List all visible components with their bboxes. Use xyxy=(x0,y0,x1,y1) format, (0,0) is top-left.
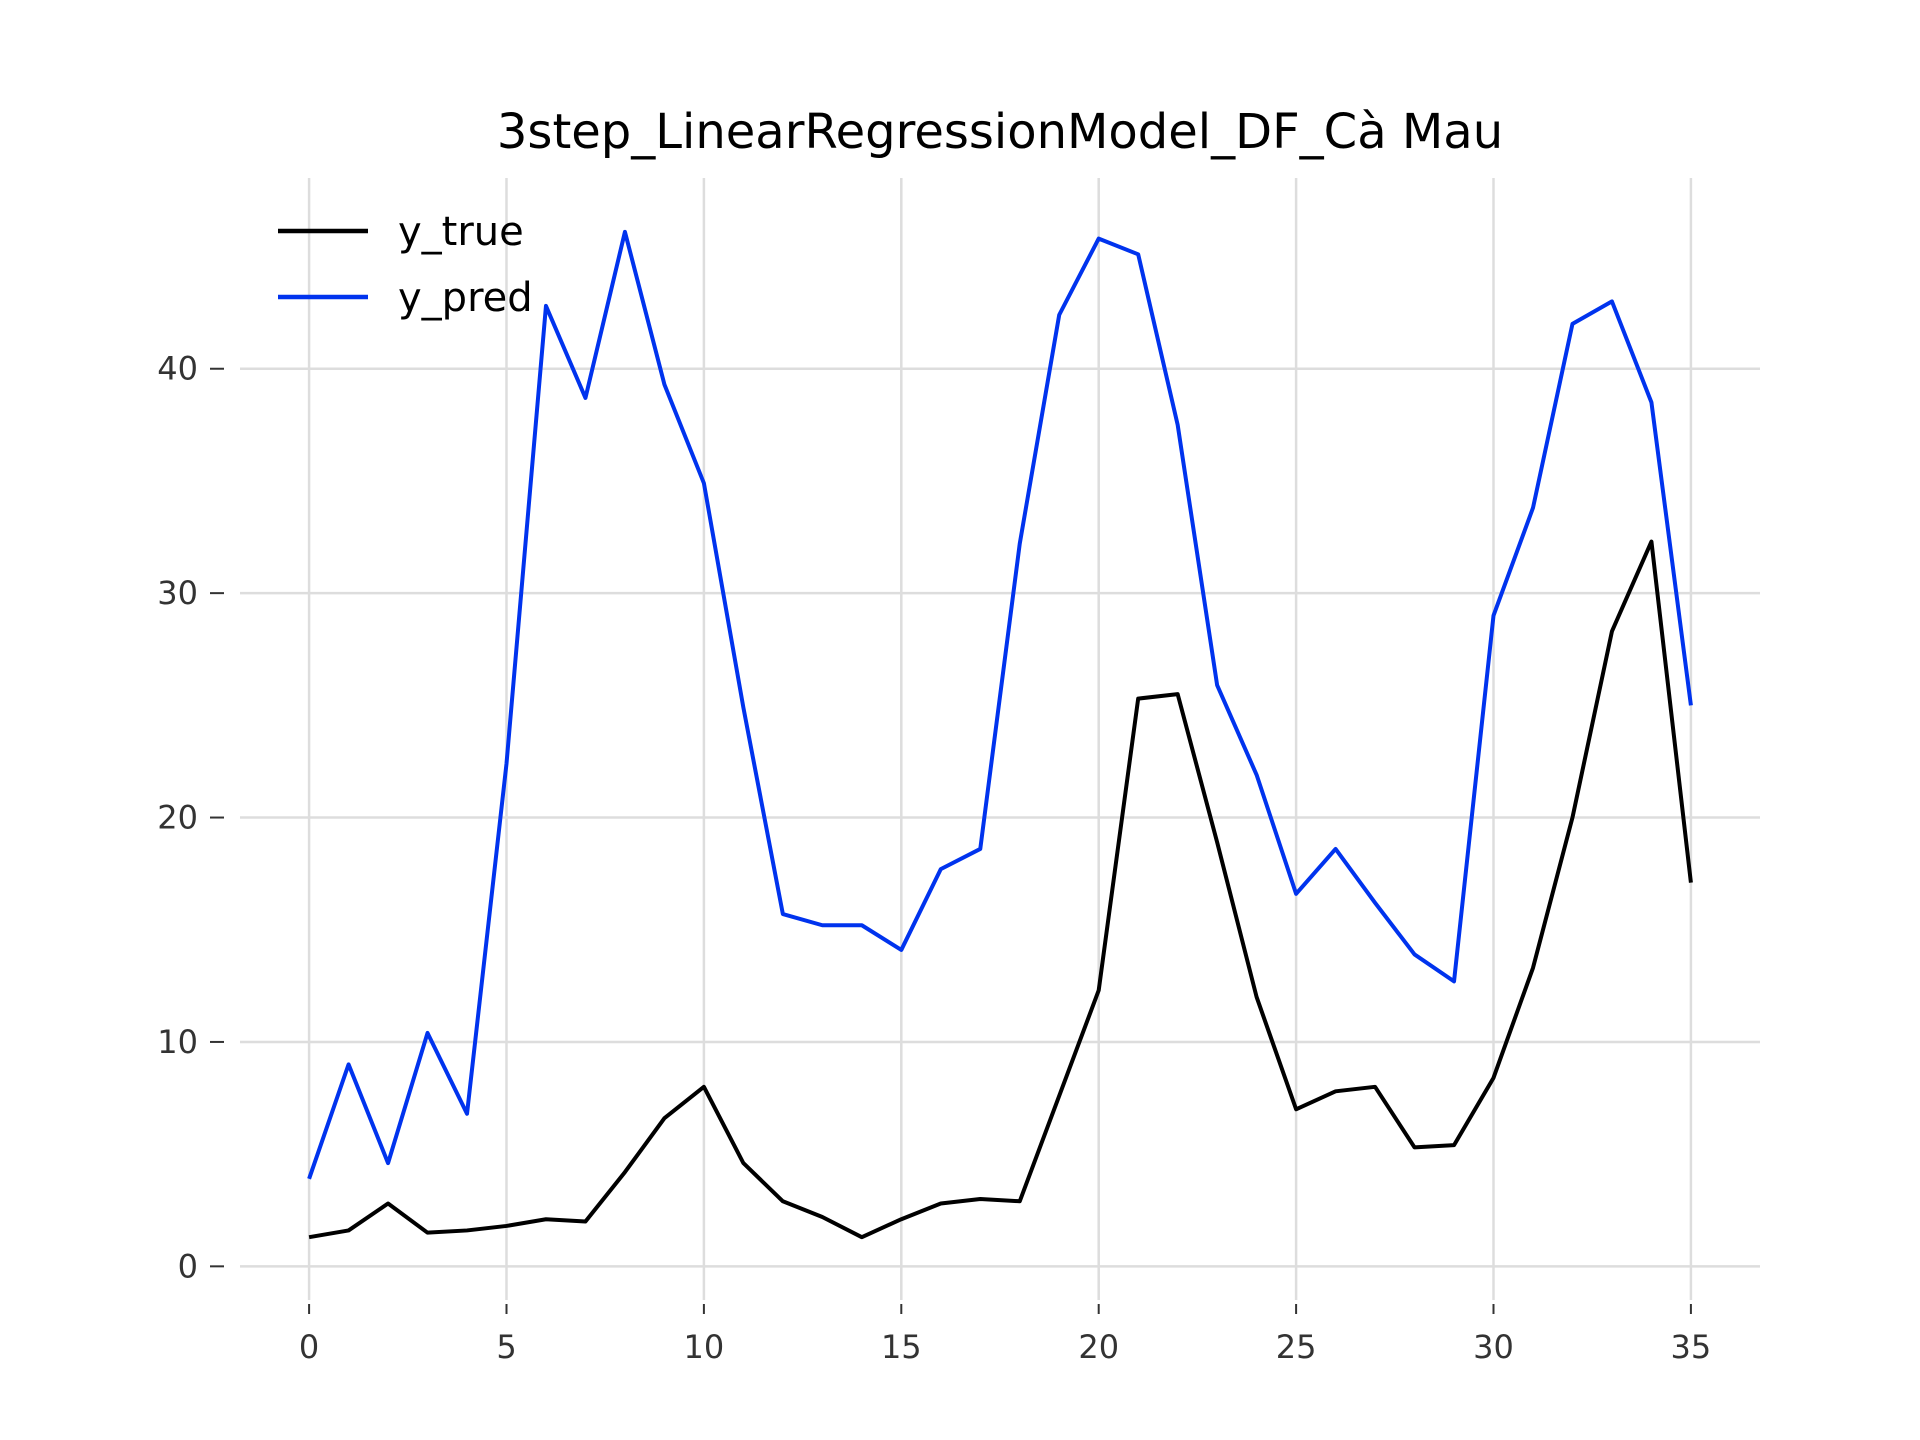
x-tick-label: 5 xyxy=(496,1328,516,1366)
y-tick-label: 30 xyxy=(157,574,198,612)
y-tick-label: 40 xyxy=(157,350,198,388)
legend-label-y-pred: y_pred xyxy=(398,275,533,321)
x-tick-label: 35 xyxy=(1671,1328,1712,1366)
legend: y_true y_pred xyxy=(278,209,533,321)
x-tick-label: 30 xyxy=(1473,1328,1514,1366)
x-tick-label: 10 xyxy=(684,1328,725,1366)
legend-label-y-true: y_true xyxy=(398,209,524,255)
series-line-y-pred xyxy=(307,229,1693,1180)
x-tick-label: 15 xyxy=(881,1328,922,1366)
x-tick-label: 20 xyxy=(1078,1328,1119,1366)
y-tick-label: 10 xyxy=(157,1023,198,1061)
chart-title: 3step_LinearRegressionModel_DF_Cà Mau xyxy=(497,104,1503,160)
axes: 0 5 10 15 20 25 30 35 0 10 20 30 40 xyxy=(157,350,1711,1366)
x-tick-label: 0 xyxy=(299,1328,319,1366)
y-tick-label: 0 xyxy=(178,1247,198,1285)
series-lines xyxy=(307,229,1693,1240)
x-tick-label: 25 xyxy=(1276,1328,1317,1366)
series-line-y-true xyxy=(308,539,1693,1240)
y-tick-label: 20 xyxy=(157,799,198,837)
